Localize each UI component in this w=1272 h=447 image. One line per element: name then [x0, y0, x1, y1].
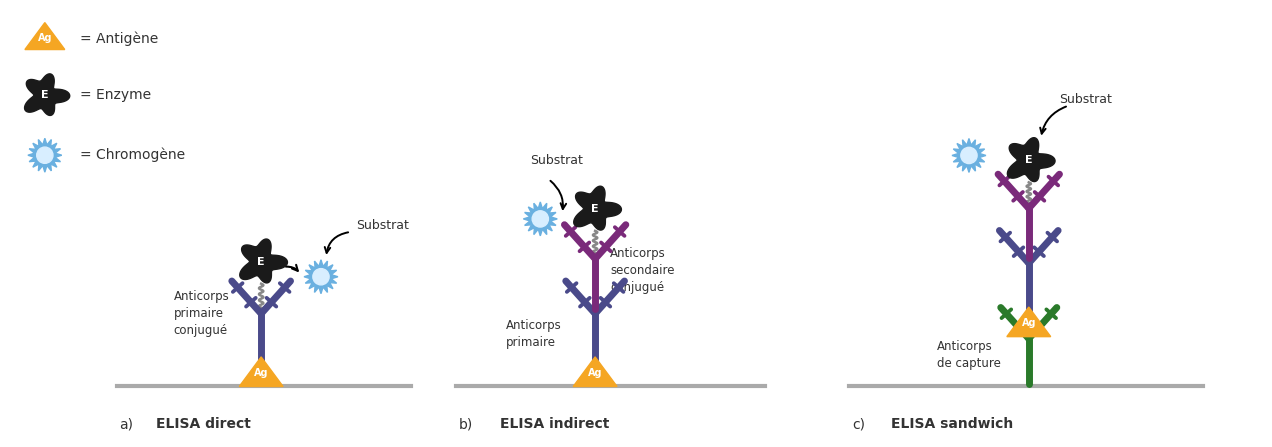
- Text: E: E: [591, 204, 599, 214]
- Text: = Chromogène: = Chromogène: [80, 148, 184, 162]
- Text: E: E: [1025, 156, 1033, 165]
- Circle shape: [37, 147, 53, 163]
- Polygon shape: [1007, 307, 1051, 337]
- Text: Anticorps
de capture: Anticorps de capture: [937, 340, 1001, 370]
- Polygon shape: [25, 23, 65, 50]
- Polygon shape: [24, 74, 70, 115]
- Polygon shape: [523, 202, 557, 236]
- Text: = Antigène: = Antigène: [80, 31, 158, 46]
- Polygon shape: [304, 260, 338, 294]
- Text: ELISA indirect: ELISA indirect: [500, 417, 609, 431]
- Polygon shape: [574, 186, 622, 230]
- Circle shape: [960, 148, 977, 164]
- Text: ELISA direct: ELISA direct: [156, 417, 252, 431]
- Text: a): a): [120, 417, 134, 431]
- Polygon shape: [951, 139, 986, 173]
- Polygon shape: [239, 357, 284, 387]
- Text: Ag: Ag: [38, 33, 52, 42]
- Text: Substrat: Substrat: [530, 154, 583, 167]
- Text: = Enzyme: = Enzyme: [80, 89, 151, 102]
- Text: Substrat: Substrat: [1058, 93, 1112, 105]
- Text: E: E: [41, 90, 48, 101]
- Text: E: E: [257, 257, 265, 267]
- Polygon shape: [1007, 138, 1054, 181]
- Polygon shape: [240, 239, 287, 283]
- Text: Substrat: Substrat: [356, 219, 408, 232]
- Text: Ag: Ag: [588, 368, 603, 378]
- Circle shape: [532, 211, 548, 227]
- Text: Ag: Ag: [254, 368, 268, 378]
- Polygon shape: [574, 357, 617, 387]
- Text: Anticorps
primaire: Anticorps primaire: [505, 319, 561, 349]
- Polygon shape: [28, 138, 62, 172]
- Text: Ag: Ag: [1021, 319, 1035, 329]
- Text: Anticorps
secondaire
conjugué: Anticorps secondaire conjugué: [611, 247, 674, 294]
- Text: Anticorps
primaire
conjugué: Anticorps primaire conjugué: [173, 290, 229, 337]
- Text: b): b): [458, 417, 473, 431]
- Circle shape: [313, 269, 329, 285]
- Text: ELISA sandwich: ELISA sandwich: [892, 417, 1014, 431]
- Text: c): c): [852, 417, 865, 431]
